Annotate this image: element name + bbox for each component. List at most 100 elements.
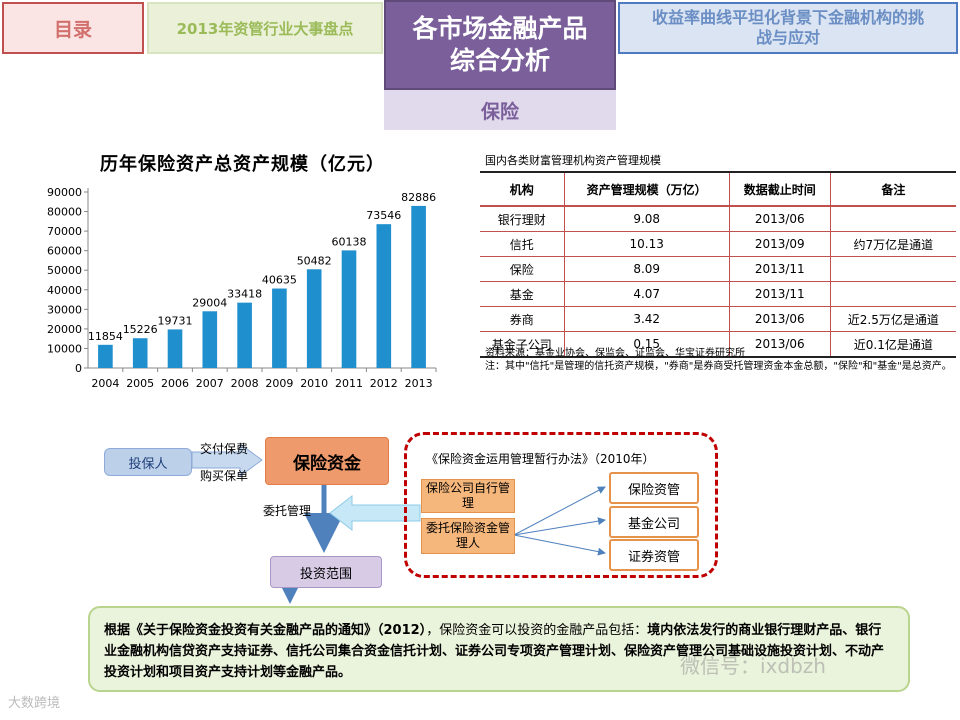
table-notes: 资料来源：基金业协会、保监会、证监会、华宝证券研究所 注：其中"信托"是管理的信… (485, 347, 955, 373)
policyholder-box: 投保人 (104, 448, 192, 476)
bar (202, 311, 218, 368)
table-cell: 3.42 (563, 306, 730, 332)
table-cell: 银行理财 (480, 206, 565, 232)
callout-mid: ，保险资金可以投资的金融产品包括： (426, 623, 648, 638)
table-row: 券商 3.42 2013/06 近2.5万亿是通道 (480, 306, 956, 332)
table-cell: 2013/06 (728, 331, 831, 358)
insurance-funds-box: 保险资金 (265, 437, 389, 485)
arrow-entrust (329, 494, 421, 532)
manager-securities-am: 证券资管 (609, 539, 699, 571)
table-row: 保险 8.09 2013/11 (480, 256, 956, 282)
bar (132, 338, 148, 368)
table-cell: 2013/06 (728, 306, 831, 332)
table-cell: 2013/06 (728, 206, 831, 232)
y-tick-label: 90000 (47, 186, 82, 199)
line-to-mgr1 (513, 486, 606, 536)
table-cell: 10.13 (563, 231, 730, 257)
table-body: 银行理财 9.08 2013/06 信托 10.13 2013/09 约7万亿是通道 保险 8.… (480, 206, 956, 358)
table-caption: 国内各类财富管理机构资产管理规模 (485, 154, 661, 167)
bar (98, 344, 113, 368)
regulation-title: 《保险资金运用管理暂行办法》（2010年） (426, 452, 655, 466)
source-logo: 大数跨境 (8, 696, 61, 711)
table-cell: 保险 (480, 256, 565, 282)
table-cell: 4.07 (563, 281, 730, 307)
label-pay-premium: 交付保费 (200, 442, 249, 456)
tab-yield-curve[interactable]: 收益率曲线平坦化背景下金融机构的挑 战与应对 (618, 2, 958, 54)
table-cell: 2013/09 (728, 231, 831, 257)
tab-toc[interactable]: 目录 (2, 2, 144, 54)
x-tick-label: 2004 (91, 377, 119, 390)
callout-box: 根据《关于保险资金投资有关金融产品的通知》（2012），保险资金可以投资的金融产… (88, 606, 910, 692)
x-tick-label: 2007 (196, 377, 224, 390)
x-tick-label: 2010 (300, 377, 328, 390)
x-tick-label: 2006 (161, 377, 189, 390)
entrusted-manager-box: 委托保险资金管理人 (421, 518, 515, 554)
subtab-insurance[interactable]: 保险 (384, 90, 616, 130)
tab-2013-events[interactable]: 2013年资管行业大事盘点 (147, 2, 383, 54)
bar (167, 329, 183, 368)
tab-active-line2: 综合分析 (449, 46, 550, 75)
bar-data-label: 73546 (366, 209, 401, 222)
table-cell: 近0.1亿是通道 (829, 331, 956, 358)
table-cell: 信托 (480, 231, 565, 257)
regulation-frame (404, 432, 718, 578)
tab-yield-line2: 战与应对 (755, 28, 820, 47)
table-header-3: 备注 (829, 171, 956, 207)
table-header-2: 数据截止时间 (728, 171, 831, 207)
bar (376, 224, 392, 368)
table-cell: 近2.5万亿是通道 (829, 306, 956, 332)
bar (306, 269, 322, 368)
tab-yield-line1: 收益率曲线平坦化背景下金融机构的挑 (651, 8, 924, 27)
label-entrusted-management: 委托管理 (263, 504, 312, 518)
y-tick-label: 40000 (47, 284, 82, 297)
table-source: 资料来源：基金业协会、保监会、证监会、华宝证券研究所 (485, 348, 745, 359)
bar-data-label: 50482 (297, 254, 332, 267)
arrow-premium (191, 443, 263, 477)
label-buy-policy: 购买保单 (200, 469, 249, 483)
table-cell (829, 206, 956, 232)
table-header-row: 机构 资产管理规模（万亿） 数据截止时间 备注 (480, 171, 956, 207)
bar-data-label: 82886 (401, 191, 436, 204)
y-tick-label: 0 (75, 362, 82, 375)
x-tick-label: 2009 (265, 377, 293, 390)
x-tick-label: 2005 (126, 377, 154, 390)
table-cell: 基金子公司 (480, 331, 565, 358)
manager-insurance-am: 保险资管 (609, 472, 699, 504)
table-cell: 约7万亿是通道 (829, 231, 956, 257)
bar-data-label: 11854 (88, 330, 123, 343)
table-cell (829, 256, 956, 282)
table-header-0: 机构 (480, 171, 565, 207)
table-cell: 2013/11 (728, 256, 831, 282)
table-cell: 基金 (480, 281, 565, 307)
bar-data-label: 40635 (262, 274, 297, 287)
table-header-1: 资产管理规模（万亿） (563, 171, 730, 207)
bar-data-label: 29004 (192, 296, 227, 309)
line-to-mgr3 (513, 534, 606, 556)
investment-scope-box: 投资范围 (270, 556, 382, 588)
y-tick-label: 20000 (47, 323, 82, 336)
x-tick-label: 2011 (335, 377, 363, 390)
bar (237, 302, 252, 368)
table-cell: 2013/11 (728, 281, 831, 307)
y-tick-label: 60000 (47, 245, 82, 258)
y-tick-label: 70000 (47, 225, 82, 238)
table-row: 基金 4.07 2013/11 (480, 281, 956, 307)
line-to-mgr2 (513, 517, 606, 536)
table-cell: 券商 (480, 306, 565, 332)
x-tick-label: 2008 (231, 377, 259, 390)
callout-rest: 境内依法发行的商业银行理财产品、银行业金融机构信贷资产支持证券、信托公司集合资金… (104, 623, 885, 680)
x-tick-label: 2012 (370, 377, 398, 390)
y-tick-label: 50000 (47, 264, 82, 277)
table-cell: 0.15 (563, 331, 730, 358)
aum-table: 机构 资产管理规模（万亿） 数据截止时间 备注 银行理财 9.08 2013/06 信托 10… (480, 171, 956, 358)
x-tick-label: 2013 (405, 377, 433, 390)
table-note: 注：其中"信托"是管理的信托资产规模，"券商"是券商受托管理资金本金总额，"保险… (485, 361, 952, 372)
bar (411, 205, 426, 368)
bar-data-label: 60138 (332, 235, 367, 248)
y-tick-label: 80000 (47, 206, 82, 219)
table-cell: 9.08 (563, 206, 730, 232)
y-tick-label: 30000 (47, 303, 82, 316)
tab-market-products[interactable]: 各市场金融产品 综合分析 (384, 0, 616, 90)
bar-data-label: 19731 (158, 314, 193, 327)
table-row: 银行理财 9.08 2013/06 (480, 206, 956, 232)
